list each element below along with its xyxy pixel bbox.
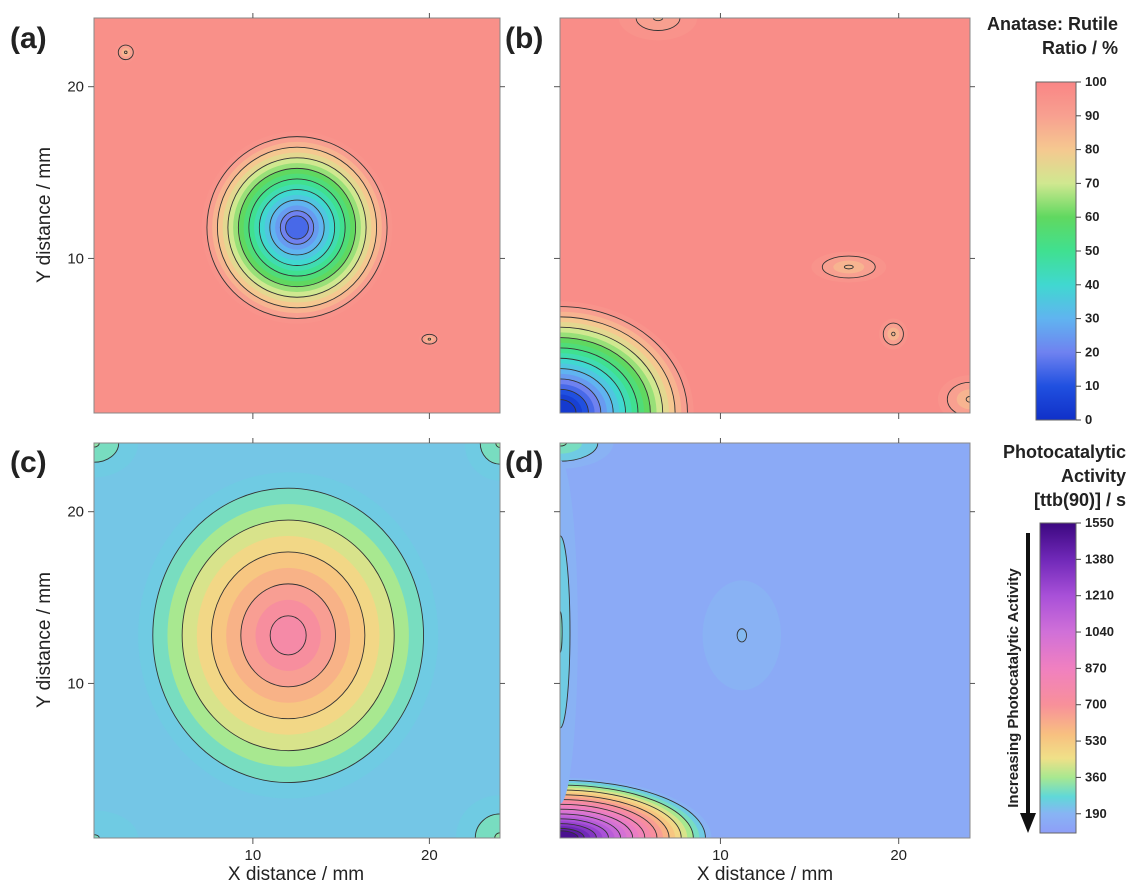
- panel-b-feature-0: [560, 301, 694, 413]
- anatase-colorbar-tick-label: 20: [1085, 344, 1099, 359]
- panel-d-feature-3: [702, 580, 782, 691]
- anatase-colorbar-tick-label: 40: [1085, 277, 1099, 292]
- contour-level: [736, 628, 747, 643]
- panel-c-feature-0: [138, 472, 439, 799]
- contour-level: [94, 810, 139, 838]
- contour-level: [843, 264, 854, 270]
- anatase-colorbar-title-line: Anatase: Rutile: [987, 14, 1118, 34]
- panel-b-feature-2: [618, 18, 698, 41]
- panel-b-feature-1: [811, 251, 887, 283]
- anatase-colorbar-tick-label: 10: [1085, 378, 1099, 393]
- panel-c: 10 20 10 20: [67, 438, 505, 864]
- contour-level: [560, 610, 563, 653]
- anatase-colorbar-tick-label: 90: [1085, 108, 1099, 123]
- contour-level: [285, 215, 309, 240]
- contour-level: [891, 331, 896, 337]
- activity-colorbar-tick-label: 1550: [1085, 515, 1114, 530]
- contour-level: [560, 443, 583, 454]
- activity-colorbar-tick-label: 360: [1085, 769, 1107, 784]
- activity-colorbar-gradient: [1039, 522, 1077, 834]
- x-tick-label: 20: [890, 847, 907, 864]
- contour-level: [124, 50, 128, 55]
- panel-d: 10 20: [554, 438, 975, 864]
- panel-letter-c: (c): [10, 446, 47, 479]
- contour-level: [652, 18, 664, 22]
- anatase-colorbar-title-line: Ratio / %: [1042, 38, 1118, 58]
- activity-colorbar-title-line: [ttb(90)] / s: [1034, 490, 1126, 510]
- panel-c-frame: [93, 442, 501, 839]
- panel-d-x-axis-label: X distance / mm: [697, 864, 833, 885]
- contour-level: [560, 443, 567, 447]
- panel-b-feature-3: [879, 318, 908, 350]
- contour-level: [560, 830, 579, 838]
- activity-colorbar-tick-label: 190: [1085, 806, 1107, 821]
- anatase-colorbar-tick-label: 80: [1085, 142, 1099, 157]
- x-tick-label: 10: [245, 847, 262, 864]
- panel-letter-d: (d): [505, 446, 543, 479]
- panel-letter-b: (b): [505, 22, 543, 55]
- panel-a: 10 20: [67, 13, 505, 419]
- y-tick-label: 10: [67, 675, 84, 692]
- y-tick-label: 20: [67, 79, 84, 96]
- x-tick-label: 20: [421, 847, 438, 864]
- panel-a-feature-0: [201, 131, 393, 324]
- activity-colorbar-tick-label: 700: [1085, 697, 1107, 712]
- anatase-colorbar-tick-label: 60: [1085, 209, 1099, 224]
- activity-colorbar-tick-label: 870: [1085, 660, 1107, 675]
- activity-colorbar-title-line: Activity: [1061, 466, 1126, 486]
- panel-d-frame: [559, 442, 971, 839]
- anatase-colorbar-tick-label: 50: [1085, 243, 1099, 258]
- y-tick-label: 20: [67, 504, 84, 521]
- contour-level: [474, 813, 500, 838]
- contour-level: [956, 389, 970, 410]
- panel-a-feature-2: [418, 332, 440, 347]
- activity-colorbar-tick-label: 530: [1085, 733, 1107, 748]
- panel-a-frame: [93, 17, 501, 414]
- anatase-colorbar-gradient: [1035, 81, 1077, 421]
- anatase-colorbar-tick-label: 0: [1085, 412, 1092, 427]
- panel-a-y-axis-label: Y distance / mm: [34, 147, 55, 283]
- activity-colorbar-title-line: Photocatalytic: [1003, 442, 1126, 462]
- panel-c-y-axis-label: Y distance / mm: [34, 572, 55, 708]
- panel-a-feature-1: [115, 42, 137, 63]
- activity-colorbar-tick-label: 1210: [1085, 588, 1114, 603]
- activity-colorbar-tick-label: 1380: [1085, 551, 1114, 566]
- heatmap-panels: 10 20 10 20 10 20 10 20: [67, 13, 975, 864]
- anatase-colorbar-tick-label: 100: [1085, 74, 1107, 89]
- panel-letters: (a) (b) (c) (d): [10, 22, 543, 479]
- contour-level: [94, 834, 100, 838]
- increasing-activity-label: Increasing Photocatalytic Activity: [1005, 568, 1022, 808]
- panel-b: [554, 13, 975, 419]
- panel-c-x-axis-label: X distance / mm: [228, 864, 364, 885]
- panel-letter-a: (a): [10, 22, 47, 55]
- contour-level: [427, 337, 432, 341]
- activity-colorbar-tick-label: 1040: [1085, 624, 1114, 639]
- anatase-colorbar-tick-label: 30: [1085, 311, 1099, 326]
- colorbar-photocatalytic-activity: Photocatalytic Activity [ttb(90)] / s 1550 1…: [1003, 442, 1126, 834]
- panel-c-feature-4: [94, 810, 139, 838]
- increasing-activity-arrow-head: [1020, 813, 1036, 833]
- anatase-colorbar-tick-label: 70: [1085, 175, 1099, 190]
- x-tick-label: 10: [712, 847, 729, 864]
- axis-labels: Y distance / mm Y distance / mm X distan…: [34, 147, 833, 885]
- panel-b-frame: [559, 17, 971, 414]
- contour-level: [269, 615, 307, 656]
- panel-b-feature-4: [937, 375, 970, 413]
- y-tick-label: 10: [67, 250, 84, 267]
- contour-level: [635, 18, 681, 31]
